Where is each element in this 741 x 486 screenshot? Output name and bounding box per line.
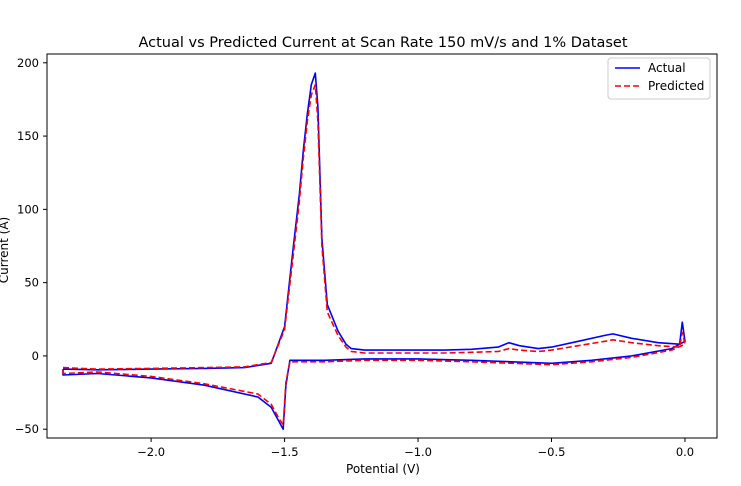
y-tick-label: 200 — [17, 56, 39, 70]
y-tick-label: 0 — [32, 349, 39, 363]
x-tick-label: −1.0 — [404, 445, 432, 459]
series-layer — [62, 72, 686, 430]
y-axis-label: Current (A) — [0, 217, 11, 283]
y-tick-label: 100 — [17, 202, 39, 216]
x-tick-label: −2.0 — [137, 445, 165, 459]
x-axis-label: Potential (V) — [346, 462, 420, 476]
x-tick-label: 0.0 — [676, 445, 694, 459]
legend-label-predicted: Predicted — [648, 79, 704, 93]
series-line-predicted — [62, 84, 686, 426]
y-tick-label: 50 — [24, 276, 39, 290]
y-tick-label: −50 — [15, 422, 39, 436]
y-tick-label: 150 — [17, 129, 39, 143]
tick-layer: −2.0 −1.5 −1.0 −0.5 0.0 −50 0 50 100 150 200 — [15, 56, 694, 459]
x-tick-label: −1.5 — [271, 445, 299, 459]
chart-title: Actual vs Predicted Current at Scan Rate… — [138, 35, 627, 51]
axes-frame — [46, 53, 718, 439]
legend: Actual Predicted — [607, 57, 711, 100]
x-tick-label: −0.5 — [538, 445, 566, 459]
legend-label-actual: Actual — [648, 61, 686, 75]
